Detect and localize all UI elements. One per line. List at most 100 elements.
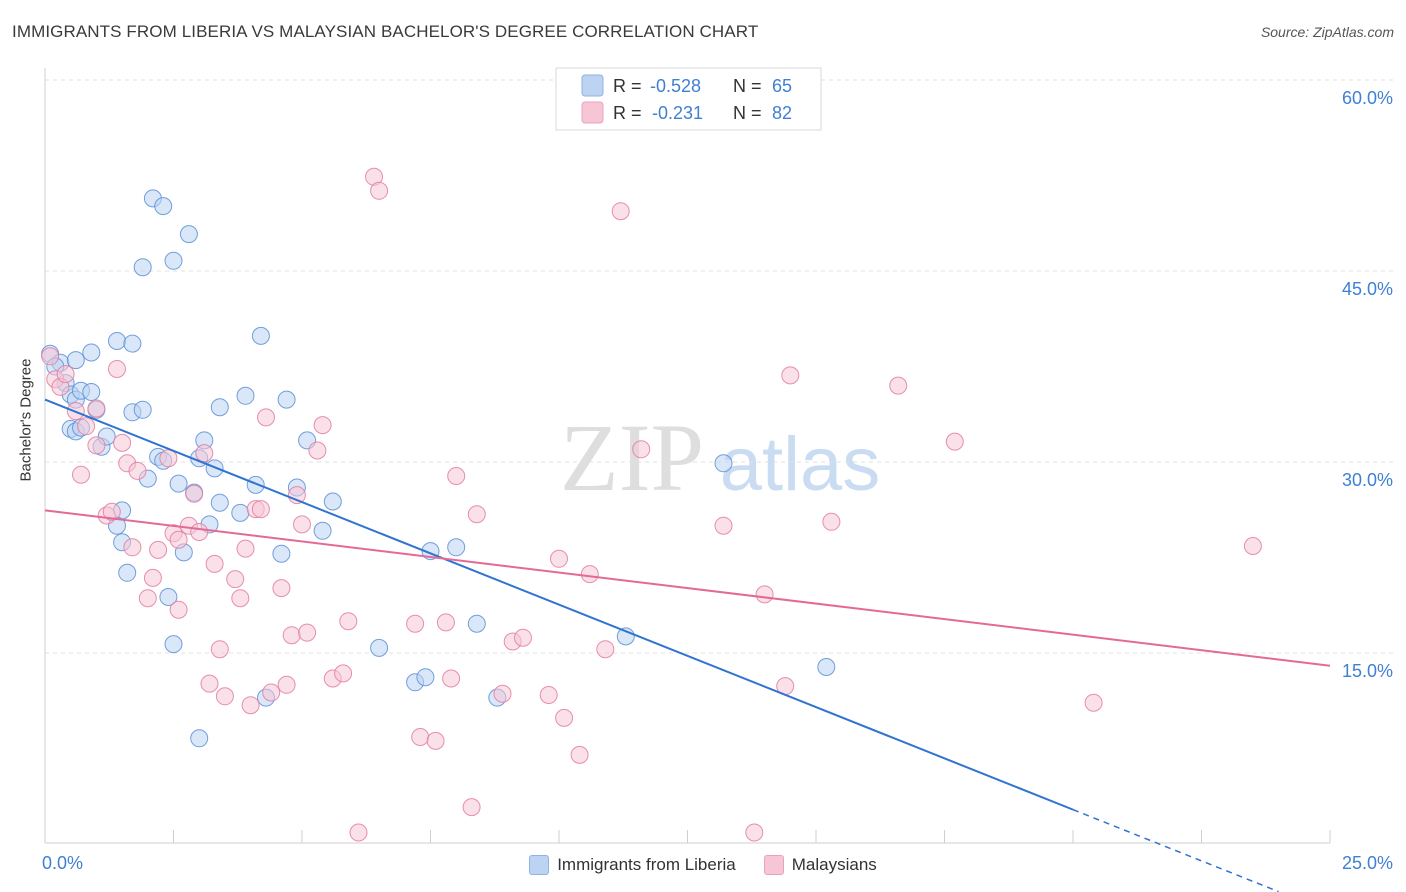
malaysians-point: [313, 416, 332, 435]
malaysians-point: [1243, 537, 1262, 555]
x-tick-label-min: 0.0%: [42, 853, 83, 873]
stats-legend: R = -0.528 N = 65 R = -0.231 N = 82: [555, 67, 822, 131]
malaysians-point: [72, 465, 90, 484]
trend-line-liberia: [44, 398, 1074, 811]
malaysians-point: [257, 408, 275, 427]
y-tick-label: 15.0%: [1342, 661, 1393, 681]
liberia-point: [154, 197, 173, 216]
malaysians-point: [138, 589, 157, 608]
stats-legend-r-value-malaysians: -0.231: [652, 103, 703, 123]
liberia-point: [272, 544, 291, 563]
chart-title: IMMIGRANTS FROM LIBERIA VS MALAYSIAN BAC…: [12, 22, 759, 41]
liberia-point: [467, 614, 486, 633]
liberia-point: [313, 521, 332, 540]
malaysians-point: [226, 570, 245, 589]
legend-item-malaysians: Malaysians: [763, 855, 877, 875]
malaysians-point: [442, 669, 461, 688]
malaysians-point: [632, 440, 651, 459]
malaysians-point: [822, 512, 841, 531]
liberia-point: [323, 492, 342, 511]
liberia-point: [246, 475, 265, 494]
malaysians-point: [185, 484, 204, 503]
malaysians-point: [277, 675, 296, 694]
legend-swatch-malaysians: [763, 855, 784, 875]
liberia-point: [108, 332, 126, 350]
malaysians-point: [210, 640, 229, 659]
malaysians-point: [745, 823, 764, 842]
series-malaysians-points: [41, 167, 1262, 842]
liberia-point: [370, 638, 389, 657]
malaysians-point: [493, 684, 512, 703]
y-tick-label: 30.0%: [1342, 470, 1393, 490]
malaysians-point: [580, 565, 599, 584]
stats-legend-n-value-malaysians: 82: [772, 103, 792, 123]
legend-swatch-liberia: [529, 855, 550, 875]
legend-item-liberia: Immigrants from Liberia: [529, 855, 736, 875]
liberia-point: [123, 334, 142, 353]
liberia-point: [210, 493, 229, 512]
liberia-point: [231, 503, 250, 522]
malaysians-point: [462, 798, 481, 817]
malaysians-point: [272, 579, 291, 598]
malaysians-point: [128, 461, 147, 480]
watermark-zip: ZIP: [560, 404, 704, 511]
malaysians-point: [714, 516, 733, 535]
malaysians-point: [190, 523, 209, 541]
liberia-point: [236, 386, 255, 405]
malaysians-point: [251, 500, 270, 519]
malaysians-point: [195, 444, 214, 463]
y-tick-labels: 15.0% 30.0% 45.0% 60.0%: [1342, 88, 1393, 681]
malaysians-point: [426, 731, 445, 750]
malaysians-point: [436, 613, 455, 632]
liberia-point: [179, 225, 198, 244]
malaysians-point: [514, 628, 532, 647]
liberia-point: [416, 668, 435, 687]
malaysians-point: [236, 539, 255, 558]
malaysians-point: [102, 502, 121, 521]
liberia-point: [447, 538, 466, 557]
trend-line-liberia-extrapolated: [1072, 808, 1279, 892]
watermark-atlas: atlas: [720, 422, 881, 507]
malaysians-point: [447, 467, 466, 485]
malaysians-point: [205, 554, 224, 573]
malaysians-point: [56, 365, 75, 384]
stats-legend-n-label-malaysians: N =: [733, 103, 762, 123]
malaysians-point: [241, 696, 260, 715]
y-tick-label: 60.0%: [1342, 88, 1393, 108]
malaysians-point: [539, 686, 558, 704]
malaysians-point: [889, 376, 908, 395]
source-label: Source: ZipAtlas.com: [1260, 24, 1394, 40]
malaysians-point: [781, 366, 800, 385]
malaysians-point: [596, 640, 615, 659]
liberia-point: [133, 258, 152, 277]
malaysians-point: [755, 585, 774, 604]
liberia-point: [714, 454, 733, 473]
stats-legend-n-value-liberia: 65: [772, 76, 792, 96]
malaysians-point: [87, 399, 106, 418]
liberia-point: [82, 343, 101, 362]
malaysians-point: [113, 433, 132, 452]
stats-legend-r-label-malaysians: R =: [613, 103, 642, 123]
malaysians-point: [945, 432, 964, 451]
liberia-point: [133, 400, 152, 419]
malaysians-point: [349, 823, 368, 842]
malaysians-point: [149, 540, 168, 559]
trend-lines: [44, 398, 1331, 892]
malaysians-point: [262, 683, 281, 702]
malaysians-point: [611, 202, 630, 221]
legend-label-malaysians: Malaysians: [791, 855, 877, 874]
stats-legend-swatch-liberia: [581, 74, 604, 97]
liberia-point: [159, 588, 178, 606]
x-tick-label-max: 25.0%: [1342, 853, 1393, 873]
malaysians-point: [41, 347, 60, 366]
malaysians-point: [77, 417, 96, 436]
malaysians-point: [370, 181, 389, 200]
liberia-point: [164, 251, 183, 270]
malaysians-point: [87, 436, 106, 455]
liberia-point: [210, 398, 229, 417]
series-liberia-points: [41, 189, 836, 748]
malaysians-point: [215, 687, 234, 706]
stats-legend-n-label-liberia: N =: [733, 76, 762, 96]
liberia-point: [190, 729, 209, 748]
liberia-point: [817, 658, 836, 676]
